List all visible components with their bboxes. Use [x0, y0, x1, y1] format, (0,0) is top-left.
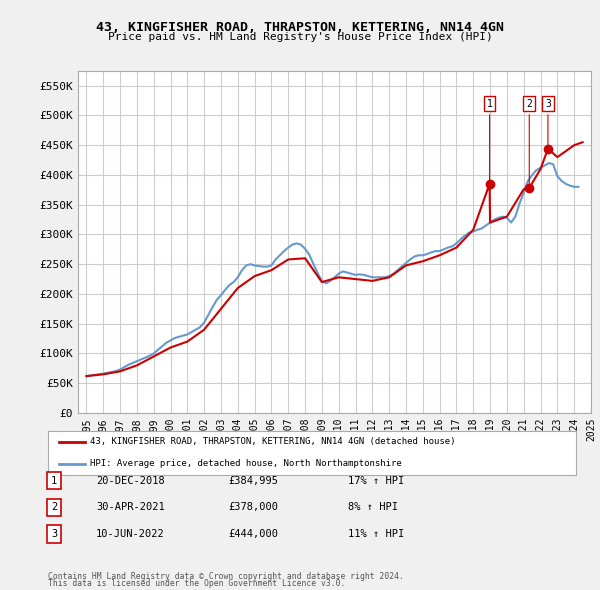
Text: 8% ↑ HPI: 8% ↑ HPI: [348, 503, 398, 512]
Text: £384,995: £384,995: [228, 476, 278, 486]
Text: 10-JUN-2022: 10-JUN-2022: [96, 529, 165, 539]
Text: 2: 2: [526, 99, 532, 185]
Text: 11% ↑ HPI: 11% ↑ HPI: [348, 529, 404, 539]
Text: 2: 2: [51, 503, 57, 512]
Text: 43, KINGFISHER ROAD, THRAPSTON, KETTERING, NN14 4GN: 43, KINGFISHER ROAD, THRAPSTON, KETTERIN…: [96, 21, 504, 34]
Text: 1: 1: [487, 99, 493, 181]
Text: £444,000: £444,000: [228, 529, 278, 539]
Text: 1: 1: [51, 476, 57, 486]
Text: 3: 3: [545, 99, 551, 146]
Text: Price paid vs. HM Land Registry's House Price Index (HPI): Price paid vs. HM Land Registry's House …: [107, 32, 493, 42]
Text: This data is licensed under the Open Government Licence v3.0.: This data is licensed under the Open Gov…: [48, 579, 346, 588]
Text: 43, KINGFISHER ROAD, THRAPSTON, KETTERING, NN14 4GN (detached house): 43, KINGFISHER ROAD, THRAPSTON, KETTERIN…: [90, 437, 456, 446]
Text: 3: 3: [51, 529, 57, 539]
Text: Contains HM Land Registry data © Crown copyright and database right 2024.: Contains HM Land Registry data © Crown c…: [48, 572, 404, 581]
Text: 30-APR-2021: 30-APR-2021: [96, 503, 165, 512]
Text: 20-DEC-2018: 20-DEC-2018: [96, 476, 165, 486]
Text: HPI: Average price, detached house, North Northamptonshire: HPI: Average price, detached house, Nort…: [90, 460, 402, 468]
Text: 17% ↑ HPI: 17% ↑ HPI: [348, 476, 404, 486]
Text: £378,000: £378,000: [228, 503, 278, 512]
